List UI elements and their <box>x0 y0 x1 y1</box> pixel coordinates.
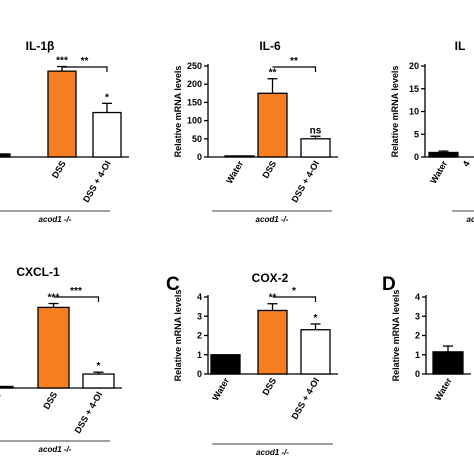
chart-title: IL <box>455 39 466 53</box>
significance-label: * <box>97 361 101 372</box>
chart-title: IL-6 <box>259 39 281 53</box>
comparison-bracket <box>62 66 108 72</box>
chart-title: IL-1β <box>26 39 55 53</box>
category-label: Water <box>433 376 454 403</box>
y-axis-label: Relative mRNA levels <box>173 290 183 382</box>
y-tick-label: 4 <box>197 292 202 302</box>
significance-label: *** <box>48 293 60 304</box>
bar-water <box>432 351 464 375</box>
y-tick-label: 0 <box>415 369 420 379</box>
y-axis-label: Relative mRNA levels <box>391 290 401 382</box>
bar-dss-4oi <box>300 138 331 158</box>
significance-label: *** <box>56 56 68 67</box>
y-axis-label: Relative mRNA levels <box>390 66 400 158</box>
category-label: Water <box>428 159 449 186</box>
bar-water <box>224 155 255 158</box>
chart-title: COX-2 <box>252 271 289 285</box>
comparison-bracket <box>53 296 100 302</box>
y-tick-label: 50 <box>192 134 202 144</box>
bracket-label: * <box>292 286 296 297</box>
chart-title: CXCL-1 <box>16 265 60 279</box>
significance-label: ** <box>269 68 277 79</box>
group-label: acod1 -/- <box>39 445 72 454</box>
y-tick-label: 0 <box>414 152 419 162</box>
bar-dss <box>37 306 70 389</box>
bar-water <box>210 354 241 375</box>
y-tick-label: 10 <box>409 107 419 117</box>
panel-letter-d: D <box>382 274 396 295</box>
category-label: DSS <box>41 390 59 411</box>
y-tick-label: 0 <box>197 152 202 162</box>
bar-dss <box>257 92 288 158</box>
category-label: Water <box>224 159 245 186</box>
bar-water <box>428 151 459 158</box>
category-label: DSS <box>260 376 278 397</box>
category-label: DSS + 4-OI <box>72 390 104 435</box>
y-tick-label: 4 <box>415 292 420 302</box>
bracket-label: ** <box>81 56 89 67</box>
y-tick-label: 2 <box>197 331 202 341</box>
category-label: DSS + 4-OI <box>289 376 321 421</box>
y-tick-label: 5 <box>414 129 419 139</box>
category-label: DSS <box>50 159 68 180</box>
y-axis-label: Relative mRNA levels <box>173 66 183 158</box>
y-tick-label: 150 <box>187 97 202 107</box>
panel-letter-c: C <box>166 274 180 295</box>
group-label: acod1 -/- <box>256 215 289 224</box>
category-label: ter <box>0 390 3 405</box>
bar-dss-4oi <box>92 111 122 158</box>
bracket-label: *** <box>70 286 82 297</box>
y-tick-label: 100 <box>187 116 202 126</box>
group-label: ac <box>467 215 474 224</box>
comparison-bracket <box>272 66 317 72</box>
y-tick-label: 0 <box>197 369 202 379</box>
category-label: DSS + 4-OI <box>81 159 113 204</box>
y-tick-label: 20 <box>409 61 419 71</box>
group-label: acod1 -/- <box>256 448 289 457</box>
category-label: DSS + 4-OI <box>289 159 321 204</box>
bracket-label: ** <box>290 56 298 67</box>
category-label: Water <box>210 376 231 403</box>
y-tick-label: 200 <box>187 79 202 89</box>
comparison-bracket <box>272 296 317 302</box>
y-tick-label: 2 <box>415 331 420 341</box>
y-tick-label: 3 <box>197 311 202 321</box>
y-tick-label: 15 <box>409 84 419 94</box>
significance-label: ns <box>310 125 322 136</box>
bar-dss-4oi <box>300 329 331 375</box>
bar-dss-4oi <box>82 373 115 389</box>
y-tick-label: 1 <box>197 350 202 360</box>
bar-dss <box>257 309 288 375</box>
y-tick-label: 1 <box>415 350 420 360</box>
significance-label: * <box>314 313 318 324</box>
group-label: acod1 -/- <box>39 215 72 224</box>
y-tick-label: 250 <box>187 61 202 71</box>
significance-label: ** <box>269 293 277 304</box>
category-label: ter <box>0 159 2 174</box>
bar-water <box>0 153 11 158</box>
significance-label: * <box>105 92 109 103</box>
category-label: DSS <box>260 159 278 180</box>
bar-water <box>0 385 14 389</box>
bar-dss <box>47 70 77 158</box>
category-label: 4 <box>461 159 472 168</box>
y-tick-label: 3 <box>415 311 420 321</box>
